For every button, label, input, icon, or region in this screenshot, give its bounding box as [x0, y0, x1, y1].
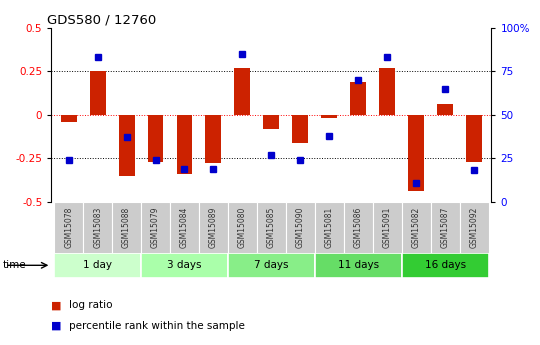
Bar: [344, 202, 373, 254]
Bar: [119, 115, 134, 176]
Text: GSM15084: GSM15084: [180, 207, 189, 248]
Text: GSM15086: GSM15086: [354, 207, 363, 248]
Bar: [228, 202, 257, 254]
Bar: [321, 115, 337, 118]
Text: percentile rank within the sample: percentile rank within the sample: [69, 321, 245, 331]
Text: GDS580 / 12760: GDS580 / 12760: [47, 13, 156, 27]
Text: GSM15092: GSM15092: [469, 207, 478, 248]
Bar: [257, 202, 286, 254]
Bar: [141, 253, 228, 278]
Bar: [54, 202, 83, 254]
Bar: [373, 202, 402, 254]
Text: 16 days: 16 days: [424, 260, 465, 270]
Text: 3 days: 3 days: [167, 260, 202, 270]
Text: GSM15089: GSM15089: [209, 207, 218, 248]
Text: GSM15081: GSM15081: [325, 207, 334, 248]
Bar: [199, 202, 228, 254]
Bar: [83, 202, 112, 254]
Bar: [112, 202, 141, 254]
Bar: [379, 68, 395, 115]
Bar: [228, 253, 315, 278]
Bar: [206, 115, 221, 164]
Bar: [315, 253, 402, 278]
Text: 1 day: 1 day: [83, 260, 112, 270]
Text: GSM15082: GSM15082: [411, 207, 421, 248]
Text: 7 days: 7 days: [254, 260, 288, 270]
Bar: [430, 202, 460, 254]
Text: GSM15079: GSM15079: [151, 207, 160, 248]
Text: GSM15087: GSM15087: [441, 207, 450, 248]
Bar: [408, 115, 424, 191]
Bar: [147, 115, 164, 162]
Bar: [234, 68, 251, 115]
Bar: [60, 115, 77, 122]
Text: GSM15091: GSM15091: [383, 207, 391, 248]
Bar: [466, 115, 482, 162]
Text: GSM15085: GSM15085: [267, 207, 276, 248]
Bar: [54, 253, 141, 278]
Text: time: time: [3, 260, 26, 270]
Bar: [170, 202, 199, 254]
Text: ■: ■: [51, 300, 62, 310]
Bar: [177, 115, 192, 174]
Bar: [315, 202, 344, 254]
Bar: [90, 71, 106, 115]
Bar: [286, 202, 315, 254]
Text: ■: ■: [51, 321, 62, 331]
Bar: [402, 253, 489, 278]
Bar: [460, 202, 489, 254]
Text: GSM15080: GSM15080: [238, 207, 247, 248]
Bar: [350, 82, 366, 115]
Bar: [264, 115, 279, 129]
Text: GSM15088: GSM15088: [122, 207, 131, 248]
Bar: [402, 202, 430, 254]
Bar: [141, 202, 170, 254]
Text: GSM15078: GSM15078: [64, 207, 73, 248]
Text: GSM15090: GSM15090: [296, 207, 305, 248]
Text: log ratio: log ratio: [69, 300, 112, 310]
Bar: [437, 104, 453, 115]
Text: GSM15083: GSM15083: [93, 207, 102, 248]
Bar: [292, 115, 308, 142]
Text: 11 days: 11 days: [338, 260, 379, 270]
